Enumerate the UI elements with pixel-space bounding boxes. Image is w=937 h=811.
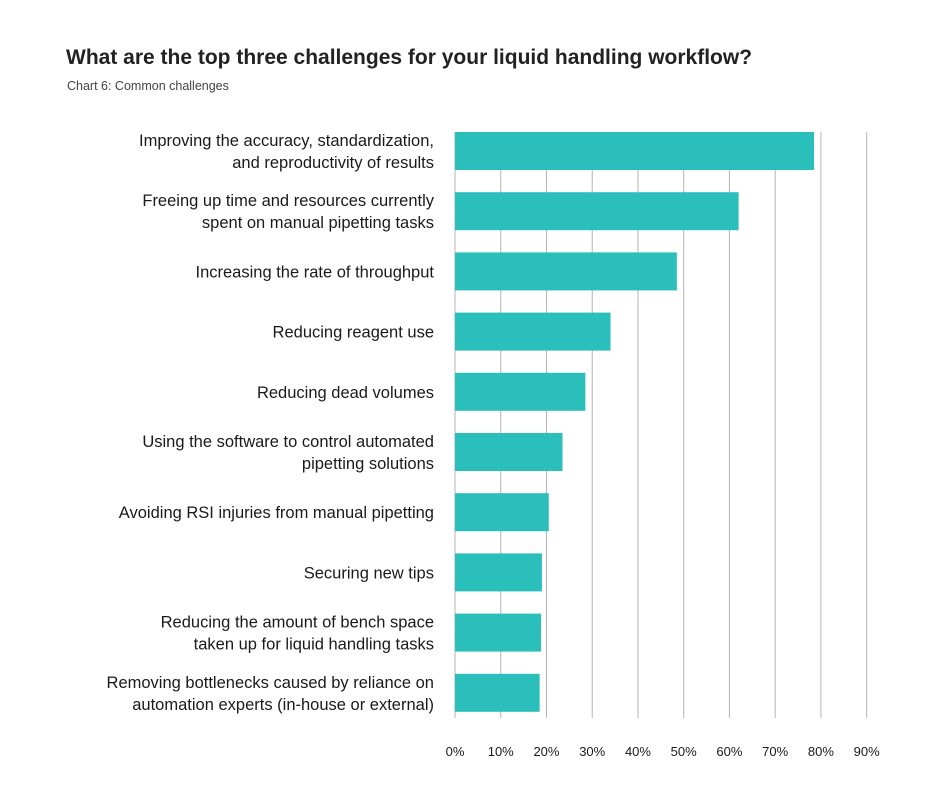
bars [455,132,815,712]
bar [455,613,541,652]
x-tick-label: 50% [671,744,697,759]
category-label: Reducing reagent use [273,324,434,342]
x-tick-label: 40% [625,744,651,759]
chart-title: What are the top three challenges for yo… [66,46,753,69]
category-label: Improving the accuracy, standardization,… [139,132,434,172]
x-tick-label: 0% [446,744,465,759]
category-label: Increasing the rate of throughput [196,263,435,281]
bar [455,312,611,351]
category-label: Securing new tips [304,564,434,582]
x-tick-label: 90% [854,744,880,759]
chart-subtitle: Chart 6: Common challenges [67,79,229,93]
category-label: Removing bottlenecks caused by reliance … [107,674,434,714]
x-tick-label: 60% [716,744,742,759]
bar [455,252,677,291]
x-tick-label: 20% [533,744,559,759]
category-label: Reducing the amount of bench space taken … [161,614,434,654]
x-axis-ticks: 0% 10% 20% 30% 40% 50% 60% 70% 80% 90% [446,744,881,759]
bar [455,372,586,411]
x-tick-label: 80% [808,744,834,759]
bar [455,493,549,532]
category-label: Avoiding RSI injuries from manual pipett… [119,504,434,522]
category-labels: Improving the accuracy, standardization,… [107,132,435,714]
x-tick-label: 30% [579,744,605,759]
x-tick-label: 70% [762,744,788,759]
bar [455,433,563,471]
category-label: Using the software to control automated p… [142,433,434,473]
category-label: Freeing up time and resources currently s… [142,192,434,232]
x-tick-label: 10% [488,744,514,759]
category-label: Reducing dead volumes [257,384,434,402]
bar [455,192,739,231]
bar [455,132,815,170]
bar [455,673,540,712]
bar [455,553,542,592]
